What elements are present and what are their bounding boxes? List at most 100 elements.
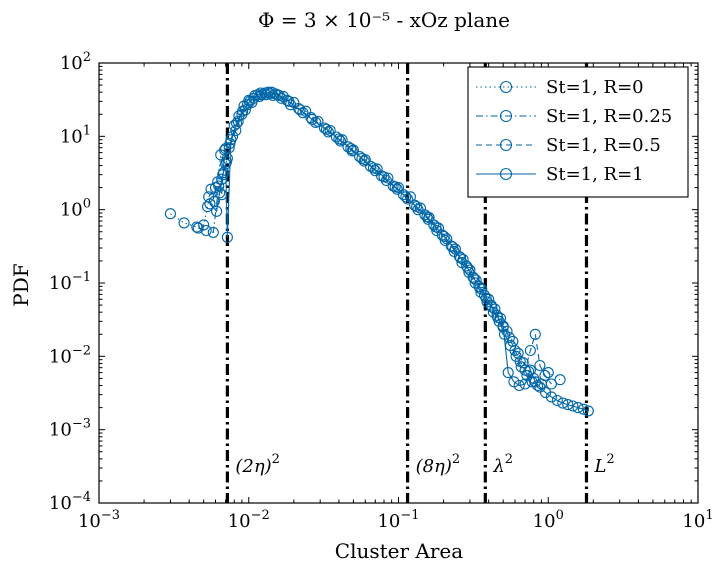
data-point xyxy=(216,173,228,185)
data-point xyxy=(356,152,368,164)
data-point xyxy=(237,105,249,117)
y-tick-label: 101 xyxy=(60,123,91,147)
chart-title: Φ = 3 × 10⁻⁵ - xOz plane xyxy=(258,8,510,32)
x-tick-label: 10−1 xyxy=(377,508,419,532)
data-point xyxy=(512,347,524,359)
data-point xyxy=(364,160,377,172)
y-tick-label: 102 xyxy=(60,50,91,74)
data-point xyxy=(164,208,176,220)
data-point xyxy=(333,133,345,145)
data-point xyxy=(557,397,569,409)
data-point xyxy=(204,198,216,210)
data-point xyxy=(545,378,557,390)
data-point xyxy=(492,311,504,323)
data-point xyxy=(217,169,229,181)
data-point xyxy=(201,201,214,213)
data-point xyxy=(519,378,531,390)
data-point xyxy=(367,162,379,174)
data-point xyxy=(567,400,579,412)
data-point xyxy=(514,355,526,368)
y-tick-label: 10−4 xyxy=(49,490,91,514)
data-point xyxy=(294,104,306,116)
legend-label: St=1, R=0 xyxy=(546,77,644,98)
data-point xyxy=(345,143,357,155)
legend-label: St=1, R=0.25 xyxy=(546,106,672,127)
plot-frame xyxy=(98,62,699,504)
data-point xyxy=(322,126,334,138)
data-point xyxy=(203,191,215,203)
data-point xyxy=(524,344,536,357)
legend-marker xyxy=(499,167,513,181)
x-tick-label: 101 xyxy=(682,508,713,532)
data-point xyxy=(554,374,566,386)
reference-line-label: λ2 xyxy=(492,452,513,477)
data-point xyxy=(582,405,594,417)
data-point xyxy=(320,123,332,135)
legend-box xyxy=(467,66,689,198)
data-point xyxy=(397,189,410,201)
data-point xyxy=(455,252,467,264)
data-point xyxy=(305,112,317,124)
data-point xyxy=(419,209,431,221)
y-tick-label: 10−3 xyxy=(49,417,91,441)
legend-marker xyxy=(499,138,513,152)
data-point xyxy=(191,221,203,233)
data-point xyxy=(400,191,412,203)
data-point xyxy=(480,292,492,304)
data-point xyxy=(461,260,473,272)
data-point xyxy=(572,402,584,414)
data-point xyxy=(221,231,233,243)
data-point xyxy=(411,201,423,213)
data-point xyxy=(509,344,521,357)
data-point xyxy=(529,328,541,340)
data-point xyxy=(534,359,546,372)
data-point xyxy=(545,391,557,403)
data-point xyxy=(275,92,287,104)
x-tick-label: 100 xyxy=(533,508,564,532)
data-point xyxy=(389,181,401,193)
data-point xyxy=(273,89,285,102)
data-point xyxy=(462,262,474,274)
data-point xyxy=(502,367,514,379)
legend-marker xyxy=(499,109,513,123)
data-point xyxy=(526,376,538,388)
data-point xyxy=(318,122,330,134)
data-point xyxy=(334,135,347,147)
data-point xyxy=(292,102,305,115)
data-point xyxy=(430,221,442,233)
data-point xyxy=(192,222,204,234)
data-point xyxy=(577,403,590,415)
y-tick-label: 100 xyxy=(60,197,91,221)
legend-label: St=1, R=0.5 xyxy=(546,135,661,156)
data-point xyxy=(259,87,271,99)
data-point xyxy=(354,151,366,163)
data-point xyxy=(378,171,390,183)
data-point xyxy=(551,394,563,407)
data-point xyxy=(467,271,479,283)
data-point xyxy=(214,187,226,199)
data-point xyxy=(402,193,414,205)
data-point xyxy=(223,142,235,154)
data-point xyxy=(266,86,278,98)
data-point xyxy=(207,226,219,238)
data-point xyxy=(225,134,237,146)
data-point xyxy=(562,399,574,411)
data-point xyxy=(220,158,232,170)
plot-area: 10−3 10−2 10−1 100 10110−410−310−210−1100101… xyxy=(49,50,714,532)
x-axis-title: Cluster Area xyxy=(335,539,463,563)
data-point xyxy=(211,205,223,217)
data-point xyxy=(436,229,448,241)
data-point xyxy=(474,282,486,294)
legend-label: St=1, R=1 xyxy=(546,164,644,185)
data-point xyxy=(347,144,359,156)
y-axis-title: PDF xyxy=(9,263,33,306)
data-series xyxy=(204,86,594,417)
legend: St=1, R=0 St=1, R=0.25 St=1, R=0.5 St=1, R=… xyxy=(467,66,689,198)
data-point xyxy=(409,199,421,211)
data-point xyxy=(445,240,457,252)
data-point xyxy=(524,364,536,376)
data-point xyxy=(542,367,554,379)
data-point xyxy=(539,369,551,381)
